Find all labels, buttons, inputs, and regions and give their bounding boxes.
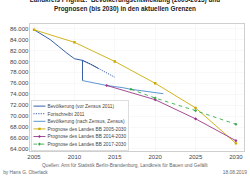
svg-text:Bevölkerung (vor Zensus 2011): Bevölkerung (vor Zensus 2011) bbox=[47, 104, 114, 109]
svg-text:64.000: 64.000 bbox=[10, 146, 29, 152]
svg-text:74.000: 74.000 bbox=[10, 91, 29, 97]
svg-text:Quellen: Amt für Statistik Ber: Quellen: Amt für Statistik Berlin-Brande… bbox=[42, 163, 208, 168]
svg-text:Fortschreibt 2011: Fortschreibt 2011 bbox=[47, 112, 84, 117]
svg-text:by Hans G. Oberlack: by Hans G. Oberlack bbox=[3, 170, 48, 175]
svg-text:70.000: 70.000 bbox=[10, 113, 29, 119]
svg-text:66.000: 66.000 bbox=[10, 135, 29, 141]
svg-text:Bevölkerung (nach Zensus, Zens: Bevölkerung (nach Zensus, Zensus) bbox=[47, 119, 124, 124]
svg-text:72.000: 72.000 bbox=[10, 102, 29, 108]
svg-text:2025: 2025 bbox=[189, 154, 203, 160]
svg-text:78.000: 78.000 bbox=[10, 69, 29, 75]
svg-text:2030: 2030 bbox=[229, 154, 243, 160]
svg-text:2010: 2010 bbox=[68, 154, 82, 160]
svg-text:Landkreis Prignitz: Bevölkeru: Landkreis Prignitz: Bevölkerungsentwickl… bbox=[30, 0, 220, 13]
svg-text:2015: 2015 bbox=[108, 154, 122, 160]
svg-text:2005: 2005 bbox=[27, 154, 41, 160]
svg-text:80.000: 80.000 bbox=[10, 59, 29, 65]
svg-text:Prognose des Landes BB 2014-20: Prognose des Landes BB 2014-2030 bbox=[47, 134, 126, 139]
svg-text:18.08.2019: 18.08.2019 bbox=[223, 170, 247, 175]
svg-text:2020: 2020 bbox=[148, 154, 162, 160]
svg-text:Prognose des Landes BB 2005-20: Prognose des Landes BB 2005-2030 bbox=[47, 127, 126, 132]
svg-text:Prognose des Landes BB 2017-20: Prognose des Landes BB 2017-2030 bbox=[47, 142, 126, 147]
svg-text:76.000: 76.000 bbox=[10, 80, 29, 86]
svg-text:86.000: 86.000 bbox=[10, 26, 29, 32]
svg-text:68.000: 68.000 bbox=[10, 124, 29, 130]
svg-text:82.000: 82.000 bbox=[10, 48, 29, 54]
svg-text:84.000: 84.000 bbox=[10, 37, 29, 43]
